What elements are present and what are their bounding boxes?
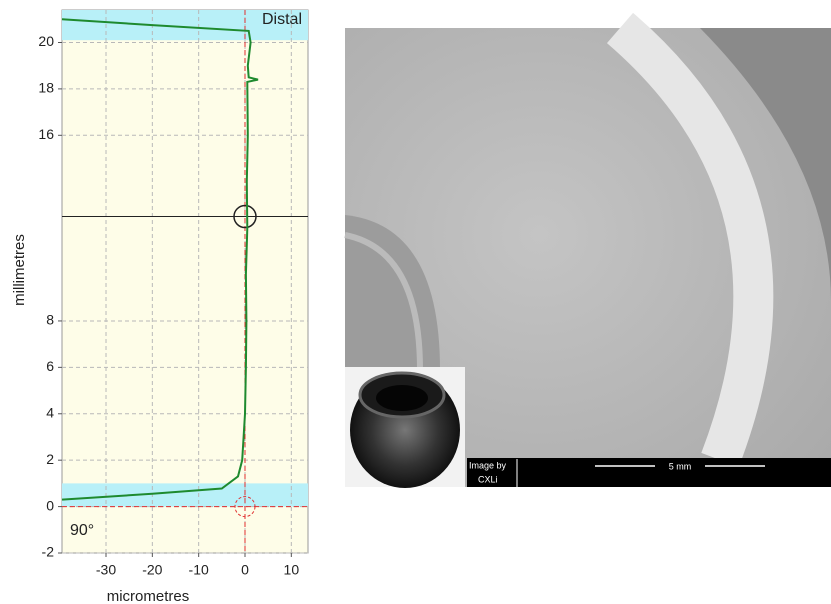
y-tick-label: 18 (38, 80, 54, 96)
figure: Image by CXLi 5 mm micrometres millimetr… (0, 0, 831, 604)
band-label: 90° (70, 522, 94, 539)
photo: Image by CXLi 5 mm (345, 28, 831, 488)
y-axis-label: millimetres (11, 234, 28, 306)
y-tick-label: 16 (38, 126, 54, 142)
band-label: Distal (262, 11, 302, 28)
band (62, 483, 308, 506)
x-tick-label: -30 (96, 562, 116, 578)
image-credit: Image by (469, 460, 507, 470)
y-tick-label: 8 (46, 312, 54, 328)
x-axis-label: micrometres (107, 588, 190, 604)
plot-area (62, 10, 308, 553)
page: {"chart_data": {"type": "line", "xlabel"… (0, 0, 831, 604)
x-tick-label: 0 (241, 562, 249, 578)
x-tick-label: -20 (142, 562, 162, 578)
y-tick-label: 20 (38, 33, 54, 49)
y-tick-label: 2 (46, 451, 54, 467)
image-credit: CXLi (478, 474, 498, 484)
x-tick-label: -10 (189, 562, 209, 578)
scale-bar-label: 5 mm (669, 461, 692, 471)
y-tick-label: 0 (46, 497, 54, 513)
y-tick-label: -2 (42, 544, 55, 560)
y-tick-label: 6 (46, 358, 54, 374)
x-tick-label: 10 (284, 562, 300, 578)
y-tick-label: 4 (46, 404, 54, 420)
